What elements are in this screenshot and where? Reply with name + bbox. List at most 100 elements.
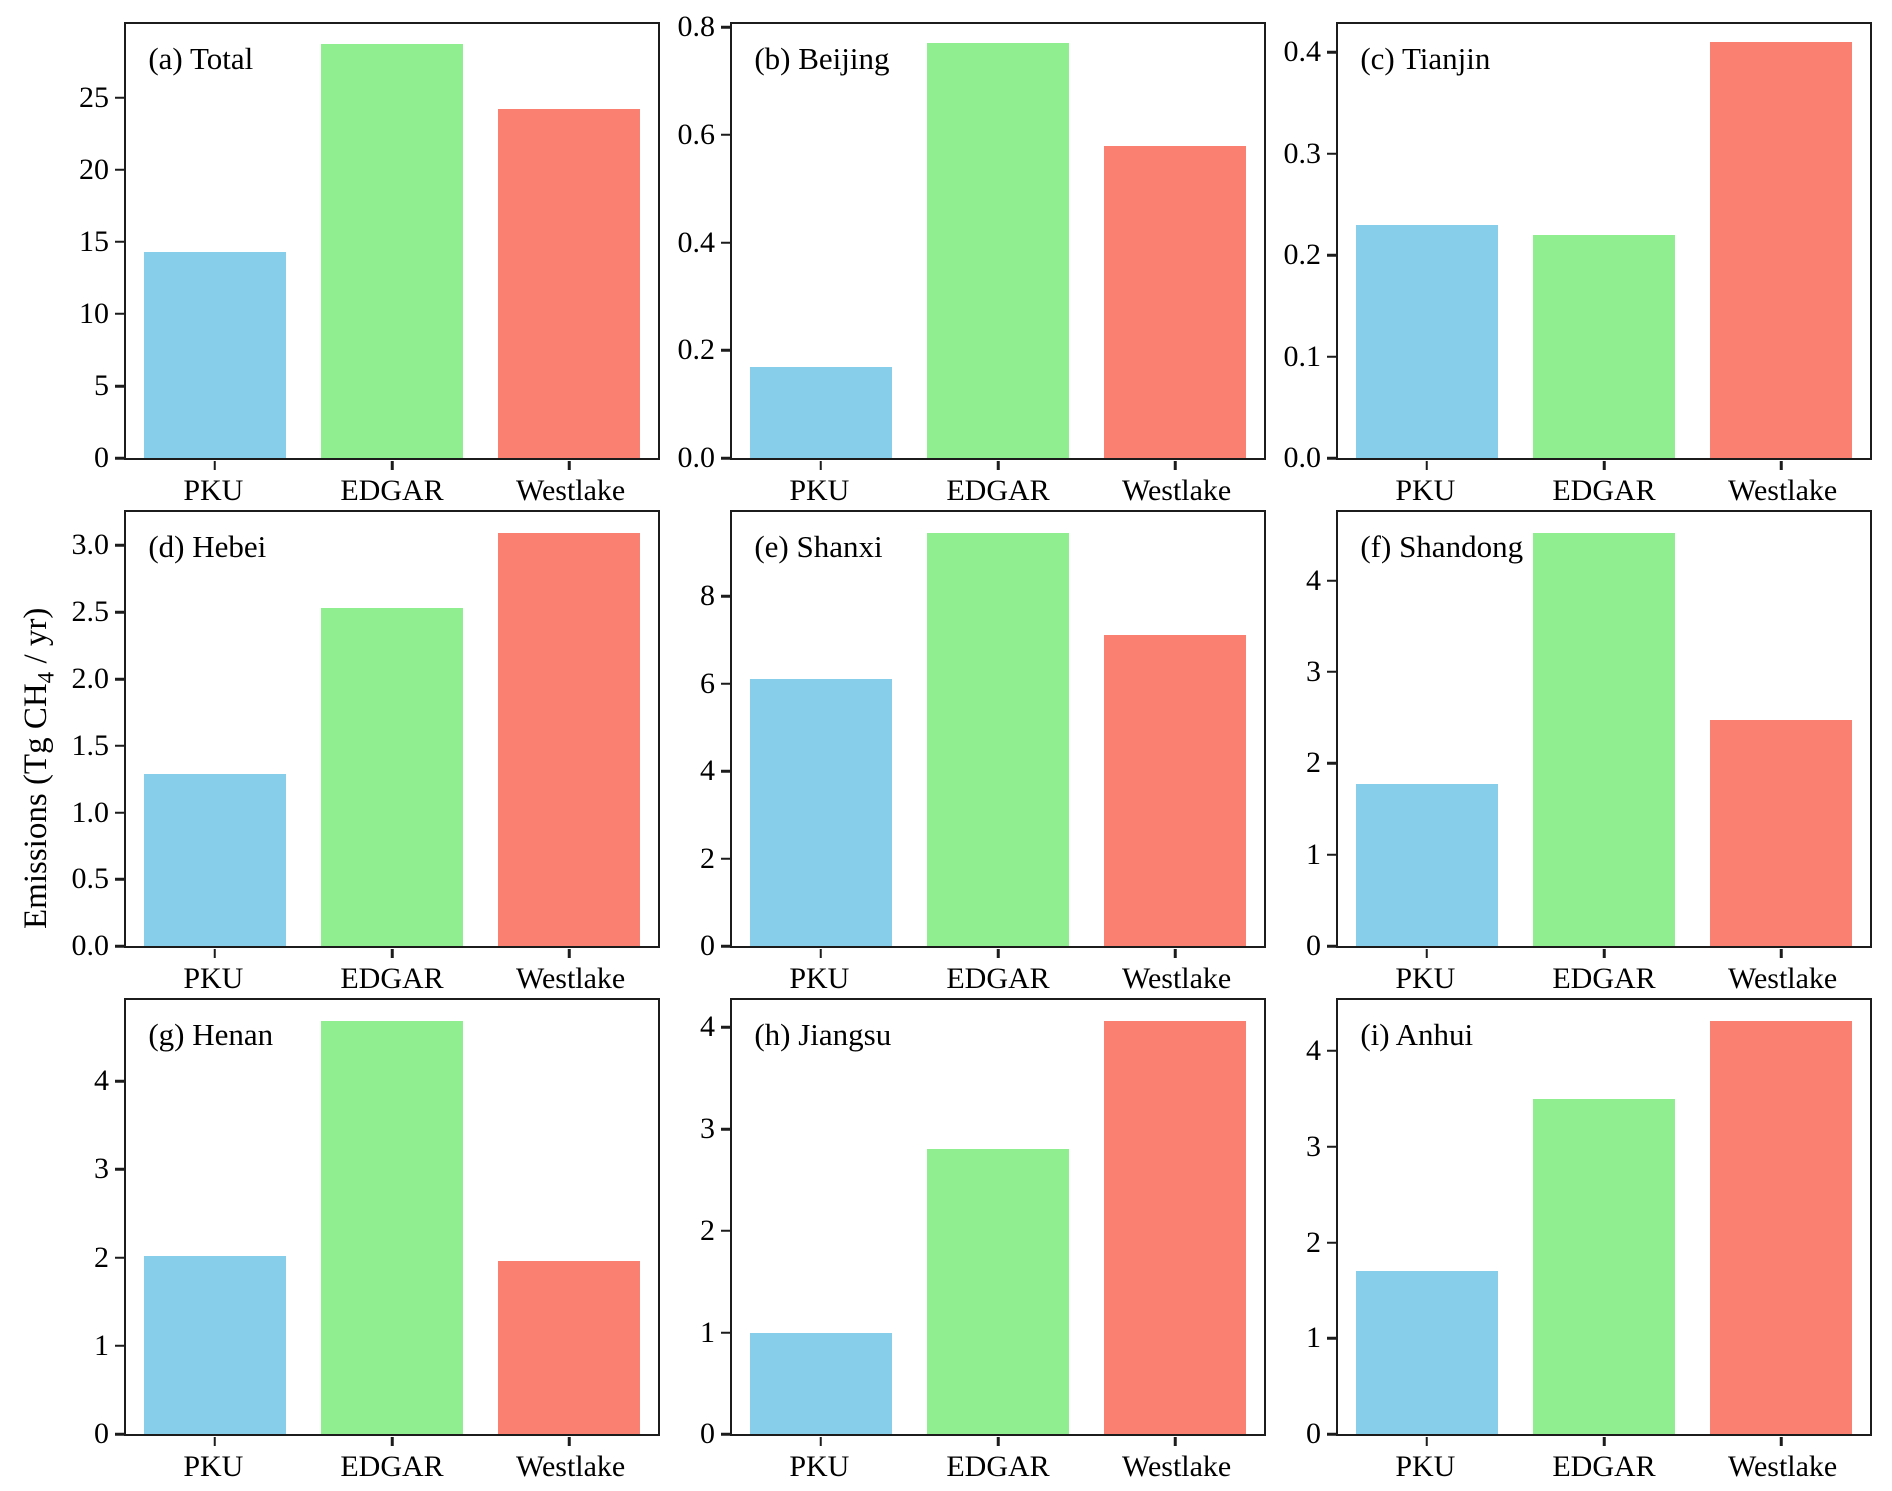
y-tick-label: 0.2 [677, 333, 716, 367]
plot-area-b: 0.0 0.2 0.4 0.6 0.8 (b) Beijing [678, 12, 1266, 473]
y-tick-mark [115, 677, 124, 681]
y-tick-label: 0.3 [1283, 136, 1322, 170]
y-tick-label: 8 [700, 579, 715, 613]
y-tick-label: 3.0 [71, 528, 110, 562]
y-tick-mark [1327, 254, 1336, 257]
subplot-f: 0 1 2 3 4 (f) Shandong PKU EDGAR Westlake [1306, 510, 1872, 998]
x-tick-mark [390, 949, 394, 959]
bar-a-edgar [321, 44, 463, 459]
x-axis-labels-b: PKU EDGAR Westlake [730, 460, 1266, 510]
y-tick-mark [115, 96, 124, 99]
y-tick-mark [721, 769, 730, 773]
x-category-label-pku: PKU [183, 1450, 244, 1484]
y-tick-label: 0 [1306, 929, 1321, 963]
subplot-grid: 0 5 10 15 20 25 (a) Total PKU EDGAR Westlake 0.0 0.… [72, 12, 1872, 1486]
bar-h-edgar [927, 1149, 1069, 1435]
y-tick-mark [115, 1256, 124, 1259]
x-category-label-edgar: EDGAR [1552, 474, 1656, 508]
bar-g-westlake [498, 1261, 641, 1435]
y-tick-mark [721, 241, 730, 244]
y-tick-label: 2 [700, 1213, 715, 1247]
x-category-label-edgar: EDGAR [340, 962, 444, 996]
x-category-label-pku: PKU [183, 962, 244, 996]
x-tick-mark [213, 949, 216, 959]
y-tick-mark [115, 456, 124, 460]
bar-c-pku [1355, 224, 1498, 459]
panel-label-f: (f) Shandong [1360, 529, 1524, 565]
y-tick-label: 3 [700, 1112, 715, 1146]
panel-label-a: (a) Total [148, 41, 254, 77]
x-tick-mark [1174, 949, 1177, 959]
bar-b-edgar [927, 43, 1069, 459]
x-tick-mark [1602, 949, 1606, 959]
y-tick-label: 0.0 [1283, 441, 1322, 475]
x-tick-mark [390, 461, 394, 471]
panel-label-i: (i) Anhui [1360, 1017, 1474, 1053]
x-category-label-pku: PKU [789, 474, 850, 508]
y-tick-mark [115, 744, 124, 748]
y-tick-label: 1 [700, 1315, 715, 1349]
y-axis-label-subscript: 4 [32, 671, 59, 683]
y-tick-label: 4 [94, 1064, 109, 1098]
x-category-label-edgar: EDGAR [340, 1450, 444, 1484]
bar-h-pku [749, 1332, 892, 1435]
bar-d-westlake [498, 533, 641, 947]
y-axis-label: Emissions (Tg CH4 / yr) [18, 607, 59, 928]
y-tick-label: 0.8 [677, 10, 716, 44]
x-tick-mark [1602, 461, 1606, 471]
bar-f-westlake [1710, 719, 1853, 947]
y-tick-mark [721, 1432, 730, 1436]
bar-f-pku [1355, 783, 1498, 947]
x-tick-mark [996, 1437, 1000, 1447]
y-tick-mark [721, 349, 730, 352]
x-category-label-westlake: Westlake [1122, 962, 1232, 996]
y-tick-label: 4 [1306, 563, 1321, 597]
x-tick-mark [568, 1437, 571, 1447]
y-tick-mark [721, 594, 730, 598]
bar-f-edgar [1533, 533, 1675, 947]
plot-area-i: 0 1 2 3 4 (i) Anhui [1306, 998, 1872, 1449]
y-tick-mark [1327, 1432, 1336, 1436]
panel-label-e: (e) Shanxi [754, 529, 883, 565]
x-axis-labels-f: PKU EDGAR Westlake [1336, 948, 1872, 998]
y-tick-mark [115, 1432, 124, 1436]
y-tick-mark [721, 1331, 730, 1334]
x-tick-mark [1780, 949, 1783, 959]
x-tick-mark [819, 1437, 822, 1447]
y-tick-label: 20 [79, 152, 109, 186]
y-tick-label: 2.5 [71, 595, 110, 629]
x-category-label-westlake: Westlake [516, 962, 626, 996]
y-tick-label: 0.4 [677, 225, 716, 259]
y-tick-mark [1327, 355, 1336, 358]
bar-i-edgar [1533, 1098, 1675, 1435]
subplot-c: 0.0 0.1 0.2 0.3 0.4 (c) Tianjin PKU EDGAR Westla… [1284, 22, 1872, 510]
x-category-label-pku: PKU [789, 962, 850, 996]
y-tick-label: 0 [94, 441, 109, 475]
x-tick-mark [390, 1437, 394, 1447]
y-tick-mark [721, 944, 730, 948]
x-category-label-pku: PKU [789, 1450, 850, 1484]
x-tick-mark [1425, 461, 1428, 471]
x-category-label-westlake: Westlake [1728, 962, 1838, 996]
subplot-b: 0.0 0.2 0.4 0.6 0.8 (b) Beijing PKU EDGAR Westla… [678, 12, 1266, 510]
x-category-label-westlake: Westlake [516, 1450, 626, 1484]
y-tick-mark [115, 878, 124, 881]
x-axis-labels-h: PKU EDGAR Westlake [730, 1436, 1266, 1486]
plot-area-f: 0 1 2 3 4 (f) Shandong [1306, 510, 1872, 961]
panel-label-h: (h) Jiangsu [754, 1017, 892, 1053]
x-tick-mark [996, 949, 1000, 959]
subplot-a: 0 5 10 15 20 25 (a) Total PKU EDGAR Westlake [79, 22, 660, 510]
y-tick-label: 0 [700, 929, 715, 963]
y-tick-mark [115, 811, 124, 814]
y-tick-mark [115, 240, 124, 244]
y-tick-mark [721, 1026, 730, 1029]
y-tick-mark [115, 312, 124, 316]
y-tick-mark [1327, 1337, 1336, 1340]
subplot-g: 0 1 2 3 4 (g) Henan PKU EDGAR Westlake [94, 998, 660, 1486]
bar-g-pku [143, 1255, 286, 1435]
y-tick-label: 3 [1306, 654, 1321, 688]
x-category-label-westlake: Westlake [1728, 1450, 1838, 1484]
y-tick-mark [115, 168, 124, 171]
y-tick-mark [1327, 456, 1336, 460]
